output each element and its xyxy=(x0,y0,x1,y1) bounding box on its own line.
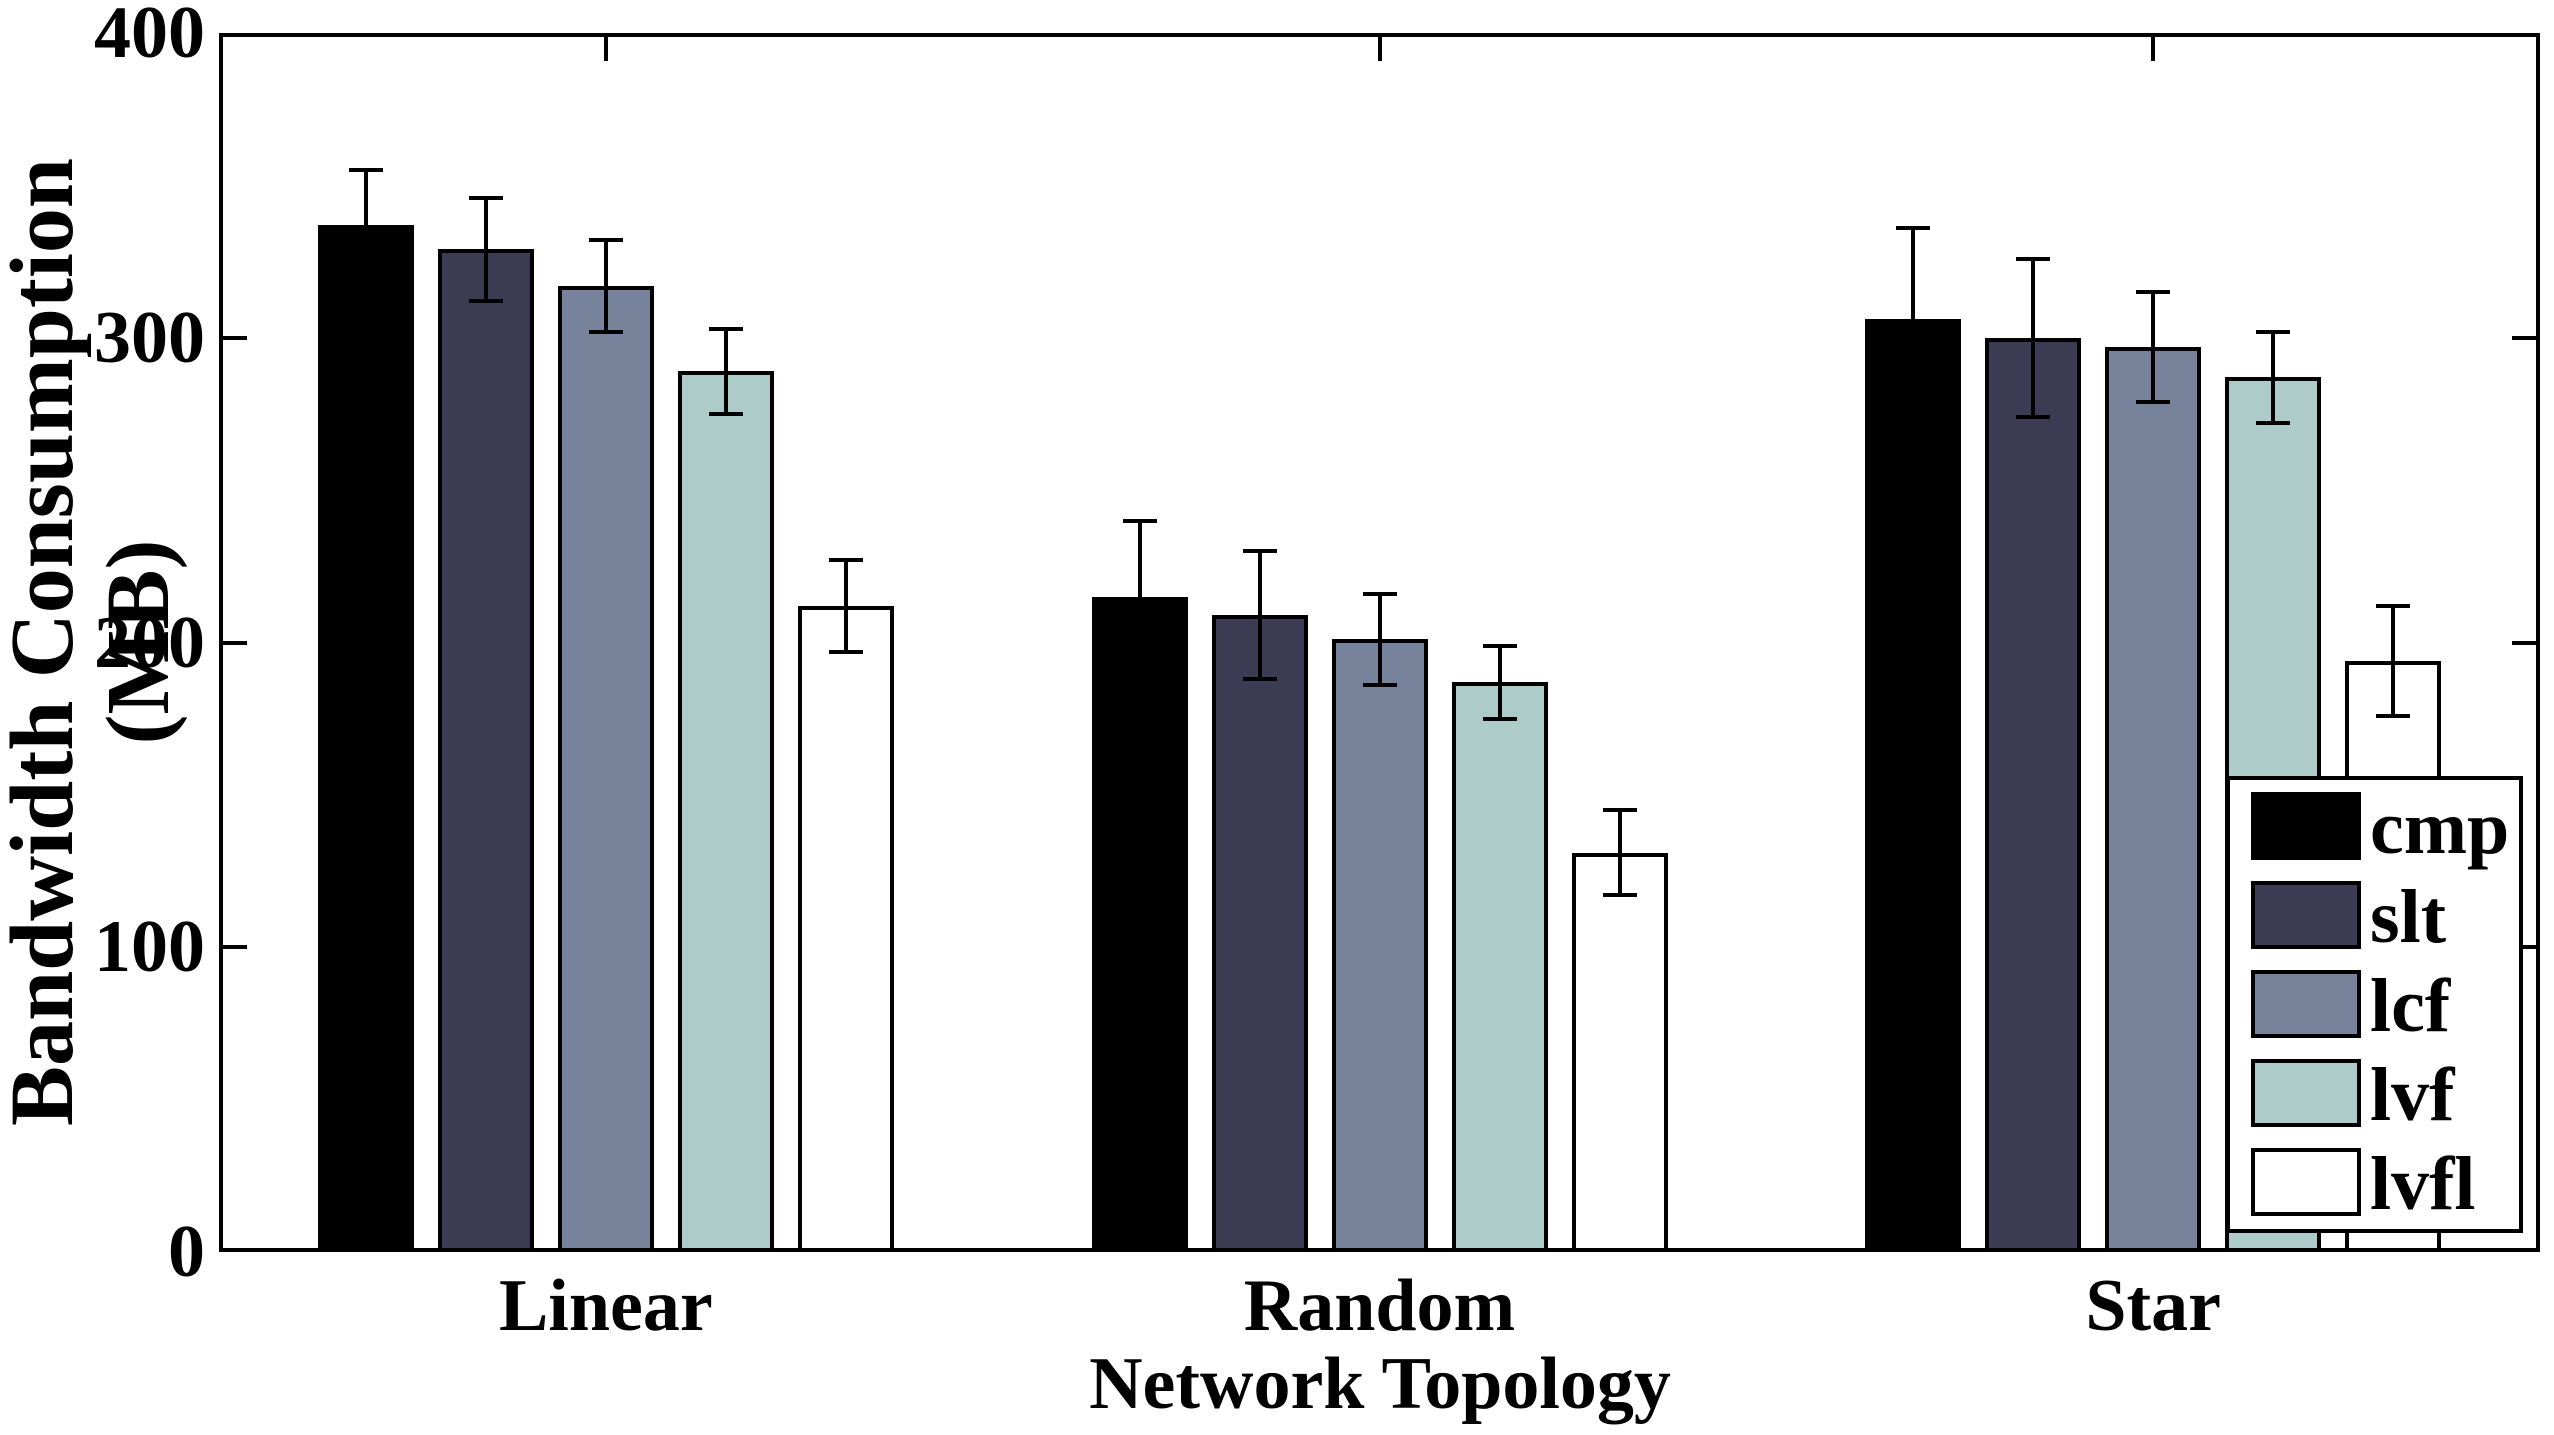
error-bar-line xyxy=(1497,645,1502,719)
error-bar-cap-bottom xyxy=(1242,677,1277,682)
bar-lcf-linear xyxy=(557,285,654,1252)
error-bar-cap-top xyxy=(828,558,863,563)
error-bar-cap-top xyxy=(468,195,503,200)
error-bar-cap-top xyxy=(348,168,383,173)
y-tick-label: 100 xyxy=(94,906,205,989)
error-bar-cap-top xyxy=(2256,329,2291,334)
error-bar-cap-bottom xyxy=(2136,399,2171,404)
legend-swatch-lcf xyxy=(2251,970,2361,1038)
bar-lcf-star xyxy=(2105,346,2202,1252)
x-tick-mark-top xyxy=(1377,37,1382,61)
error-bar-line xyxy=(1911,228,1916,411)
error-bar-cap-bottom xyxy=(708,411,743,416)
y-tick-mark-left xyxy=(223,945,247,950)
bar-slt-linear xyxy=(437,249,534,1252)
legend-label-cmp: cmp xyxy=(2370,786,2510,870)
error-bar-cap-bottom xyxy=(1122,670,1157,675)
error-bar-cap-bottom xyxy=(1362,683,1397,688)
error-bar-line xyxy=(2151,292,2156,402)
bar-lvfl-random xyxy=(1571,852,1668,1252)
error-bar-cap-bottom xyxy=(2256,421,2291,426)
x-tick-mark-top xyxy=(603,37,608,61)
y-tick-mark-left xyxy=(223,335,247,340)
x-tick-mark-top xyxy=(2151,37,2156,61)
bar-cmp-linear xyxy=(317,224,414,1252)
error-bar-cap-top xyxy=(1122,518,1157,523)
error-bar-line xyxy=(1377,593,1382,686)
legend: cmp slt lcf lvf lvfl xyxy=(2226,776,2523,1233)
error-bar-line xyxy=(1137,520,1142,673)
error-bar-cap-top xyxy=(1242,549,1277,554)
error-bar-cap-top xyxy=(1482,643,1517,648)
error-bar-cap-bottom xyxy=(1896,408,1931,413)
error-bar-line xyxy=(603,240,608,332)
error-bar-cap-bottom xyxy=(588,329,623,334)
y-tick-label: 300 xyxy=(94,296,205,379)
error-bar-line xyxy=(483,197,488,302)
legend-swatch-lvfl xyxy=(2251,1148,2361,1216)
bar-cmp-star xyxy=(1865,319,1962,1252)
bar-lcf-random xyxy=(1331,639,1428,1252)
error-bar-cap-top xyxy=(2376,603,2411,608)
error-bar-cap-bottom xyxy=(468,299,503,304)
error-bar-line xyxy=(363,170,368,280)
legend-swatch-lvf xyxy=(2251,1059,2361,1127)
y-tick-mark-right xyxy=(2512,945,2536,950)
error-bar-line xyxy=(2031,258,2036,417)
error-bar-cap-bottom xyxy=(1482,716,1517,721)
bar-lvf-linear xyxy=(677,371,774,1252)
error-bar-cap-top xyxy=(2016,256,2051,261)
x-tick-label: Random xyxy=(1243,1265,1516,1347)
error-bar-cap-bottom xyxy=(828,649,863,654)
legend-label-lcf: lcf xyxy=(2370,964,2451,1048)
error-bar-cap-top xyxy=(1602,808,1637,813)
error-bar-cap-bottom xyxy=(2376,713,2411,718)
error-bar-line xyxy=(2271,331,2276,424)
error-bar-cap-top xyxy=(2136,290,2171,295)
legend-swatch-slt xyxy=(2251,881,2361,949)
error-bar-cap-bottom xyxy=(1602,893,1637,898)
bar-cmp-random xyxy=(1091,596,1188,1252)
error-bar-cap-top xyxy=(708,326,743,331)
error-bar-cap-top xyxy=(1896,226,1931,231)
y-tick-label: 0 xyxy=(168,1211,205,1293)
error-bar-line xyxy=(723,328,728,414)
error-bar-line xyxy=(2391,605,2396,716)
bar-slt-star xyxy=(1985,337,2082,1252)
bar-lvf-random xyxy=(1451,682,1548,1252)
error-bar-line xyxy=(1617,810,1622,896)
x-tick-label: Linear xyxy=(498,1265,713,1347)
error-bar-cap-top xyxy=(588,238,623,243)
legend-label-lvfl: lvfl xyxy=(2370,1142,2476,1226)
y-tick-mark-right xyxy=(2512,335,2536,340)
error-bar-cap-bottom xyxy=(2016,414,2051,419)
y-tick-mark-left xyxy=(223,640,247,645)
legend-label-lvf: lvf xyxy=(2370,1053,2455,1137)
error-bar-line xyxy=(1257,551,1262,680)
y-tick-mark-right xyxy=(2512,640,2536,645)
error-bar-line xyxy=(843,560,848,652)
bar-slt-random xyxy=(1211,615,1308,1252)
bar-lvfl-linear xyxy=(797,605,894,1252)
y-tick-label: 200 xyxy=(94,601,205,684)
x-axis-title: Network Topology xyxy=(1089,1343,1671,1425)
error-bar-cap-top xyxy=(1362,591,1397,596)
error-bar-cap-bottom xyxy=(348,277,383,282)
x-tick-label: Star xyxy=(2085,1265,2221,1347)
legend-label-slt: slt xyxy=(2370,875,2446,959)
legend-swatch-cmp xyxy=(2251,792,2361,860)
y-tick-label: 400 xyxy=(94,0,205,74)
